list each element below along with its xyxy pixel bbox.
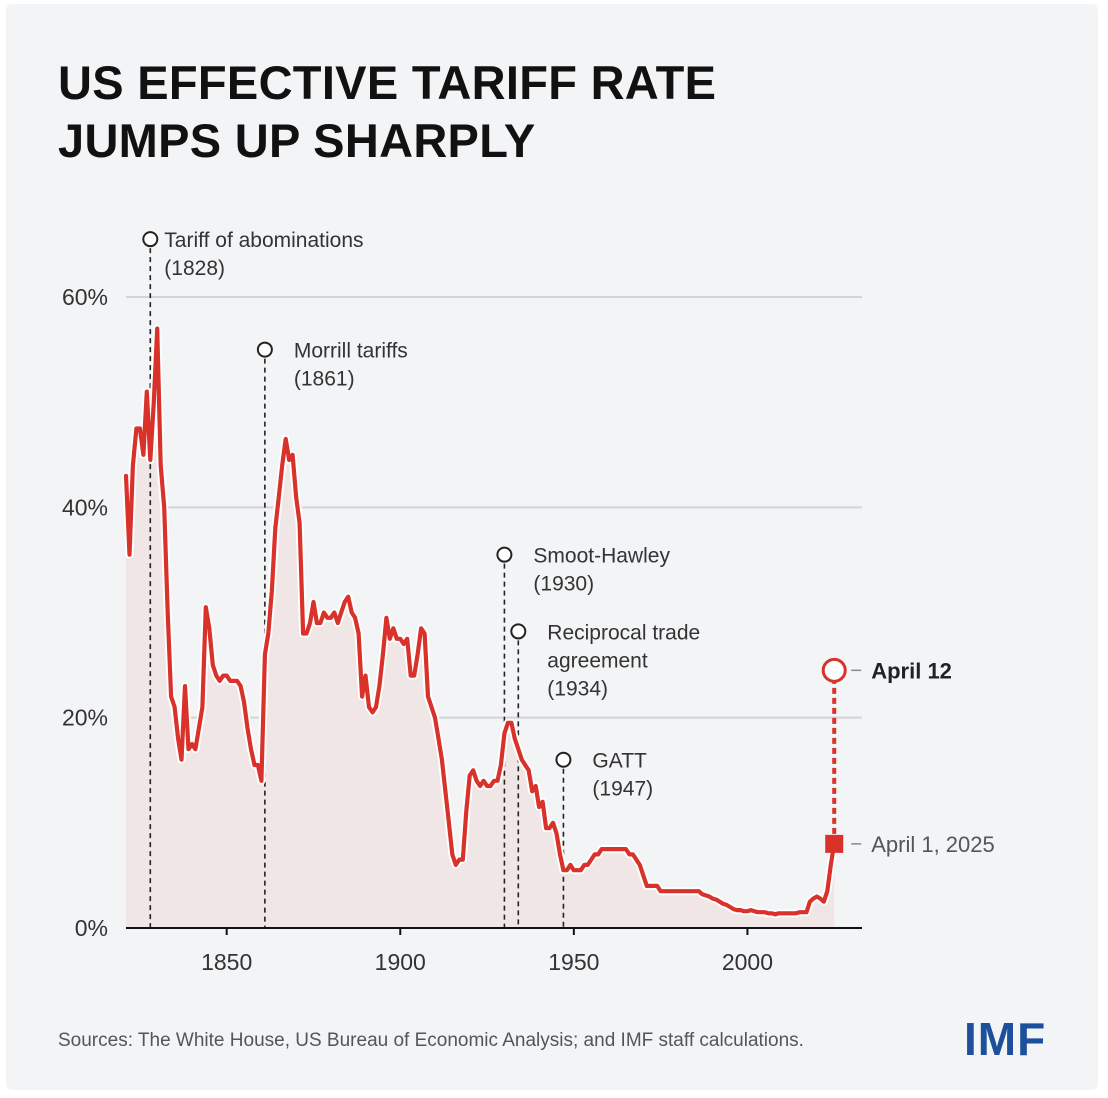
title-line-1: US EFFECTIVE TARIFF RATE xyxy=(58,56,717,109)
annotation-label: Morrill tariffs (1861) xyxy=(294,340,408,391)
april-12-label: April 12 xyxy=(871,658,952,683)
area-fill xyxy=(126,328,835,929)
y-tick-label: 20% xyxy=(62,705,108,731)
x-tick-label: 2000 xyxy=(722,949,773,975)
y-tick-label: 0% xyxy=(75,915,108,941)
annotation-marker xyxy=(555,751,572,768)
annotation-label-line: Reciprocal trade xyxy=(547,621,700,644)
x-tick-label: 1950 xyxy=(548,949,599,975)
y-tick-label: 40% xyxy=(62,494,108,520)
series-line xyxy=(123,326,837,917)
y-tick-label: 60% xyxy=(62,284,108,310)
annotation-label-line: Tariff of abominations xyxy=(164,229,363,252)
chart-title: US EFFECTIVE TARIFF RATE JUMPS UP SHARPL… xyxy=(58,54,716,170)
annotation-label-line: Smoot-Hawley xyxy=(533,545,670,568)
annotation-label: Reciprocal trade agreement (1934) xyxy=(547,621,700,700)
annotation-marker xyxy=(496,546,513,563)
april-1-marker xyxy=(825,834,844,853)
annotation-label-line: (1828) xyxy=(164,257,225,280)
april-1-label: April 1, 2025 xyxy=(871,832,995,857)
april-12-marker xyxy=(821,657,847,683)
annotation-label-line: (1861) xyxy=(294,368,355,391)
annotation-label-line: agreement xyxy=(547,649,648,672)
annotation-marker xyxy=(510,623,527,640)
source-note: Sources: The White House, US Bureau of E… xyxy=(58,1030,804,1051)
annotation-label-line: (1930) xyxy=(533,573,594,596)
annotation-label-line: GATT xyxy=(592,750,647,773)
annotation-label: Smoot-Hawley (1930) xyxy=(533,545,670,596)
annotation-marker xyxy=(142,231,159,248)
annotation-label: Tariff of abominations (1828) xyxy=(164,229,363,280)
annotation-label-line: Morrill tariffs xyxy=(294,340,408,363)
annotation-label-line: (1934) xyxy=(547,677,608,700)
annotation-marker xyxy=(256,341,273,358)
annotation-label: GATT (1947) xyxy=(592,750,653,801)
x-tick-label: 1900 xyxy=(375,949,426,975)
annotation-label-line: (1947) xyxy=(592,778,653,801)
imf-logo: IMF xyxy=(964,1013,1047,1065)
x-tick-label: 1850 xyxy=(201,949,252,975)
title-line-2: JUMPS UP SHARPLY xyxy=(58,114,536,167)
